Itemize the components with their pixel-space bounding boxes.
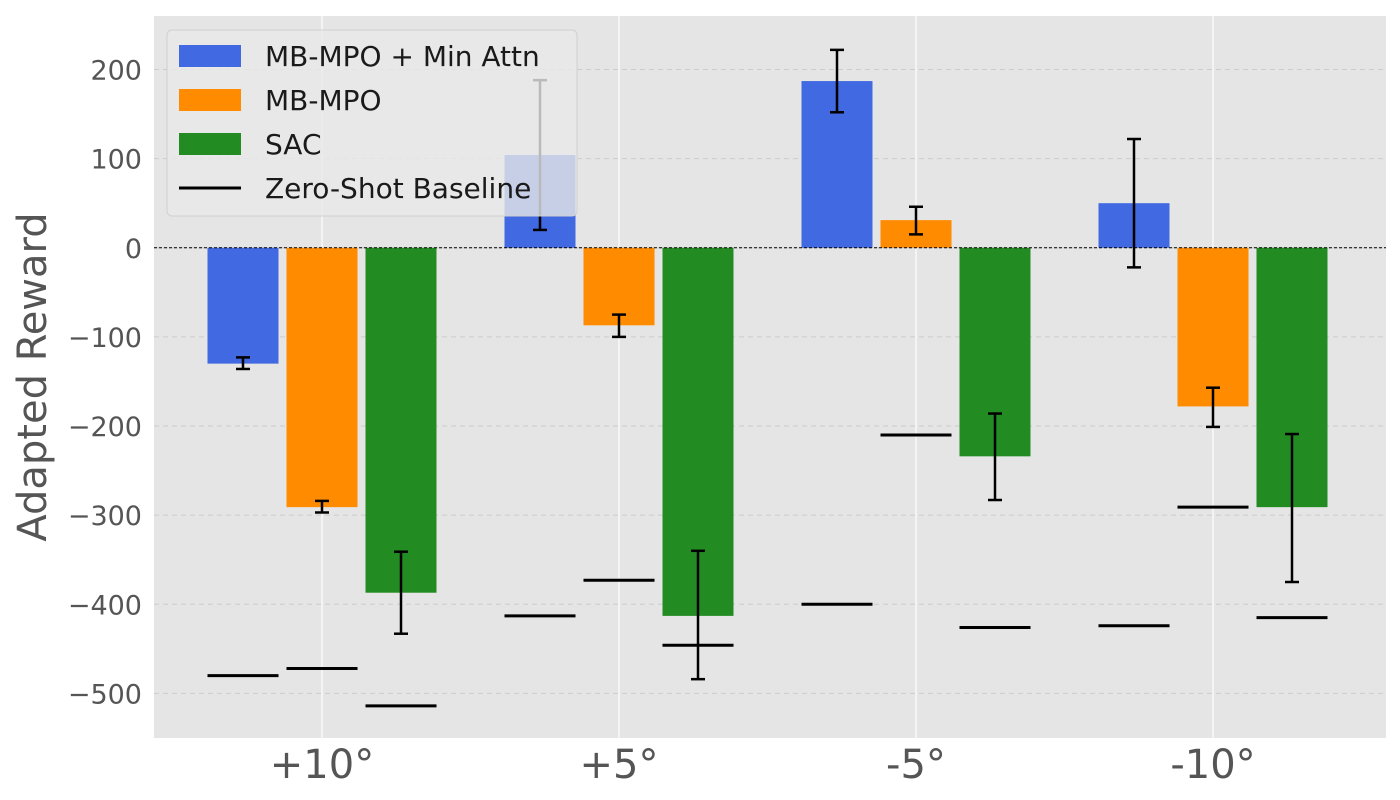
y-tick-label: 100 [90,145,142,176]
y-axis-label: Adapted Reward [10,212,56,541]
x-tick-label: -5° [886,742,946,788]
bar-mb-mpo-1 [583,247,655,326]
error-bar [691,549,705,681]
error-bar [612,313,626,339]
legend-entry: Zero-Shot Baseline [179,172,531,205]
legend-swatch [179,133,241,155]
y-tick-label: −500 [68,679,142,710]
x-tick-label: -10° [1170,742,1255,788]
error-bar [236,356,250,371]
bar-sac-0 [365,247,437,593]
y-tick-label: 200 [90,55,142,86]
legend-label: MB-MPO + Min Attn [265,40,540,73]
error-bar [1285,432,1299,584]
y-tick-labels: 200 100 0 −100 −200 −300 −400 −500 [68,55,142,710]
y-tick-label: 0 [125,234,142,265]
error-bar [1206,386,1220,429]
error-bar [830,48,844,114]
error-bar [909,205,923,236]
legend-label: MB-MPO [265,84,382,117]
bar-mb-mpo-min-attn-0 [207,247,279,364]
x-tick-label: +10° [270,742,374,788]
error-bar [315,499,329,514]
x-tick-label: +5° [580,742,659,788]
legend-entry: MB-MPO + Min Attn [179,40,540,73]
error-bar [988,412,1002,502]
legend: MB-MPO + Min Attn MB-MPO SAC Zero-Shot Base… [166,29,578,217]
legend-label: Zero-Shot Baseline [265,172,531,205]
y-tick-label: −300 [68,501,142,532]
legend-swatch [179,45,241,67]
bar-mb-mpo-3 [1177,247,1249,407]
error-bar [1127,137,1141,269]
legend-label: SAC [265,128,322,161]
legend-box [166,29,578,217]
x-tick-labels: +10° +5° -5° -10° [270,742,1256,788]
error-bar [394,550,408,635]
legend-entry: SAC [179,128,322,161]
y-tick-label: −200 [68,412,142,443]
y-tick-label: −100 [68,323,142,354]
legend-swatch [179,89,241,111]
baseline-markers [207,433,1328,708]
y-tick-label: −400 [68,590,142,621]
bar-mb-mpo-0 [286,247,358,508]
legend-entry: MB-MPO [179,84,382,117]
